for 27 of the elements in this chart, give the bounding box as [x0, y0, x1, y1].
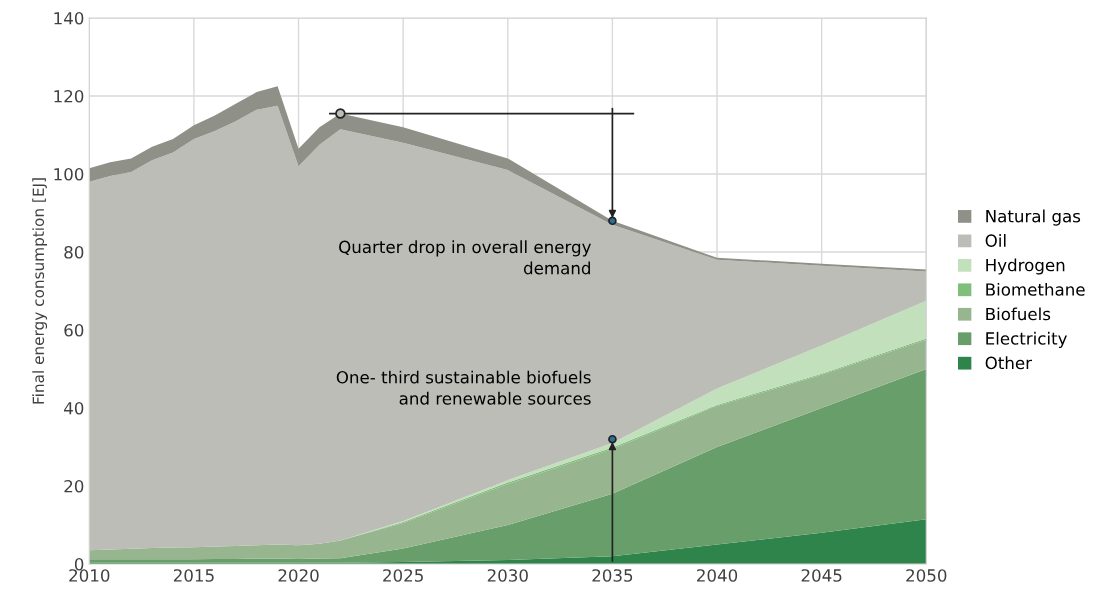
x-tick-label: 2040: [697, 569, 738, 582]
annotation: Quarter drop in overall energy demand: [339, 240, 591, 275]
x-tick-label: 2010: [69, 569, 110, 582]
y-tick-label: 20: [64, 479, 84, 493]
x-tick-label: 2025: [383, 569, 423, 582]
y-tick-label: 80: [64, 245, 84, 259]
annotation: One- third sustainable biofuels and renewable sources: [336, 370, 591, 405]
legend-label: Electricity: [986, 331, 1067, 348]
y-tick-label: 40: [64, 401, 84, 415]
legend-label: Biofuels: [986, 307, 1051, 321]
y-tick-label: 140: [54, 11, 84, 25]
legend-label: Natural gas: [986, 209, 1081, 226]
legend-label: Hydrogen: [986, 258, 1065, 275]
y-tick-label: 100: [54, 167, 84, 181]
x-tick-label: 2030: [487, 569, 528, 582]
y-tick-label: 60: [64, 323, 84, 337]
x-tick-label: 2015: [173, 569, 214, 582]
y-tick-label: 120: [54, 89, 84, 103]
x-tick-label: 2045: [801, 569, 842, 582]
legend-label: Oil: [985, 234, 1006, 247]
legend-label: Biomethane: [986, 282, 1085, 296]
x-tick-label: 2020: [278, 569, 319, 582]
y-axis-title: Final energy consumption [EJ]: [32, 178, 48, 404]
x-tick-label: 2035: [592, 569, 633, 582]
legend-label: Other: [985, 356, 1033, 370]
x-tick-label: 2050: [906, 569, 947, 582]
y-tick-label: 0: [74, 557, 84, 571]
